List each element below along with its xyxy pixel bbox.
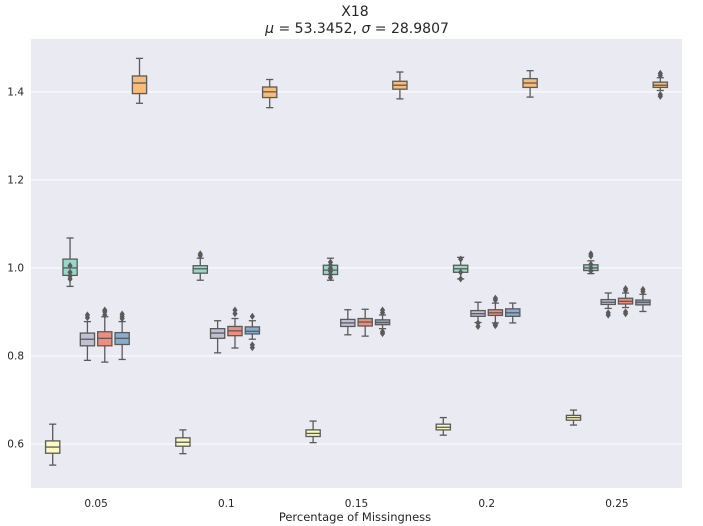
outlier-point [605,309,611,317]
mu-equals: = [274,21,295,37]
mu-symbol: μ [264,21,274,37]
box-series-1-0.2 [435,416,452,436]
y-tick-label: 0.6 [7,438,24,450]
box-series-1-0.25 [565,409,582,426]
outlier-point [197,250,203,258]
outlier-point [119,310,125,318]
box-iqr [131,75,148,95]
x-tick-label: 0.15 [345,498,368,510]
outlier-point [475,319,481,327]
mu-value: 53.3452 [295,21,353,37]
outlier-point [249,312,255,320]
box-series-4-0.1 [227,306,243,349]
outlier-point [657,69,663,77]
y-tick-label: 1.2 [7,174,24,186]
box-series-2-0.05 [62,237,78,288]
box-series-2-0.2 [452,255,469,283]
outlier-point [84,311,91,319]
box-series-6-0.1 [261,78,278,109]
y-tick-label: 0.8 [7,350,24,362]
subtitle-separator: , [353,21,362,37]
chart-subtitle: μ = 53.3452, σ = 28.9807 [264,21,449,37]
box-series-6-0.15 [392,71,408,100]
outlier-point [458,255,464,263]
outlier-point [327,258,334,266]
box-series-3-0.25 [600,292,616,319]
box-iqr [192,265,209,274]
box-series-2-0.15 [322,257,339,282]
outlier-point [67,268,73,276]
x-tick-label: 0.25 [605,498,628,510]
outlier-point [379,306,386,314]
outlier-point [492,294,498,302]
box-series-5-0.2 [504,302,521,324]
outlier-point [458,268,464,276]
outlier-point [622,308,629,316]
outlier-point [249,343,255,352]
y-tick-label: 1.0 [7,262,24,274]
box-series-1-0.15 [305,420,321,444]
box-groups [44,57,669,466]
box-series-6-0.05 [131,57,148,104]
outlier-point [458,275,464,283]
y-tick-label: 1.4 [7,86,24,98]
outlier-point [588,250,594,258]
box-iqr [244,326,261,335]
outlier-point [622,284,629,293]
box-series-5-0.1 [244,312,261,352]
box-series-3-0.1 [209,320,226,354]
box-series-4-0.2 [487,294,504,330]
outlier-point [102,306,108,314]
x-axis-label: Percentage of Missingness [279,510,431,524]
box-series-5-0.05 [114,310,130,361]
box-series-6-0.2 [522,70,538,98]
plot-area [31,39,682,488]
plot-background [31,39,682,488]
box-series-1-0.05 [44,423,61,466]
box-series-5-0.25 [635,285,651,313]
box-series-3-0.15 [340,309,356,336]
box-series-6-0.25 [652,69,669,100]
outlier-point [232,306,238,314]
x-tick-label: 0.2 [478,498,495,510]
box-series-1-0.1 [175,429,191,455]
x-axis-ticks: 0.05 0.1 0.15 0.2 0.25 [84,498,628,510]
sigma-symbol: σ [361,21,371,37]
outlier-point [640,285,646,294]
x-tick-label: 0.1 [218,498,235,510]
chart-title: X18 [341,4,368,20]
box-series-4-0.15 [357,308,373,337]
box-series-2-0.1 [192,250,209,281]
sigma-value: 28.9807 [391,21,449,37]
outlier-point [588,260,594,268]
outlier-point [657,92,663,100]
outlier-point [67,262,73,270]
x-tick-label: 0.05 [84,498,107,510]
y-axis-ticks: 0.6 0.8 1.0 1.2 1.4 [7,86,24,450]
box-series-3-0.05 [79,311,96,361]
box-series-2-0.25 [583,250,599,275]
box-series-4-0.25 [617,284,634,318]
outlier-point [492,320,498,328]
sigma-equals: = [370,21,391,37]
outlier-point [379,328,386,336]
box-series-4-0.05 [97,306,113,363]
box-series-3-0.2 [470,301,486,331]
box-series-5-0.15 [374,306,391,338]
